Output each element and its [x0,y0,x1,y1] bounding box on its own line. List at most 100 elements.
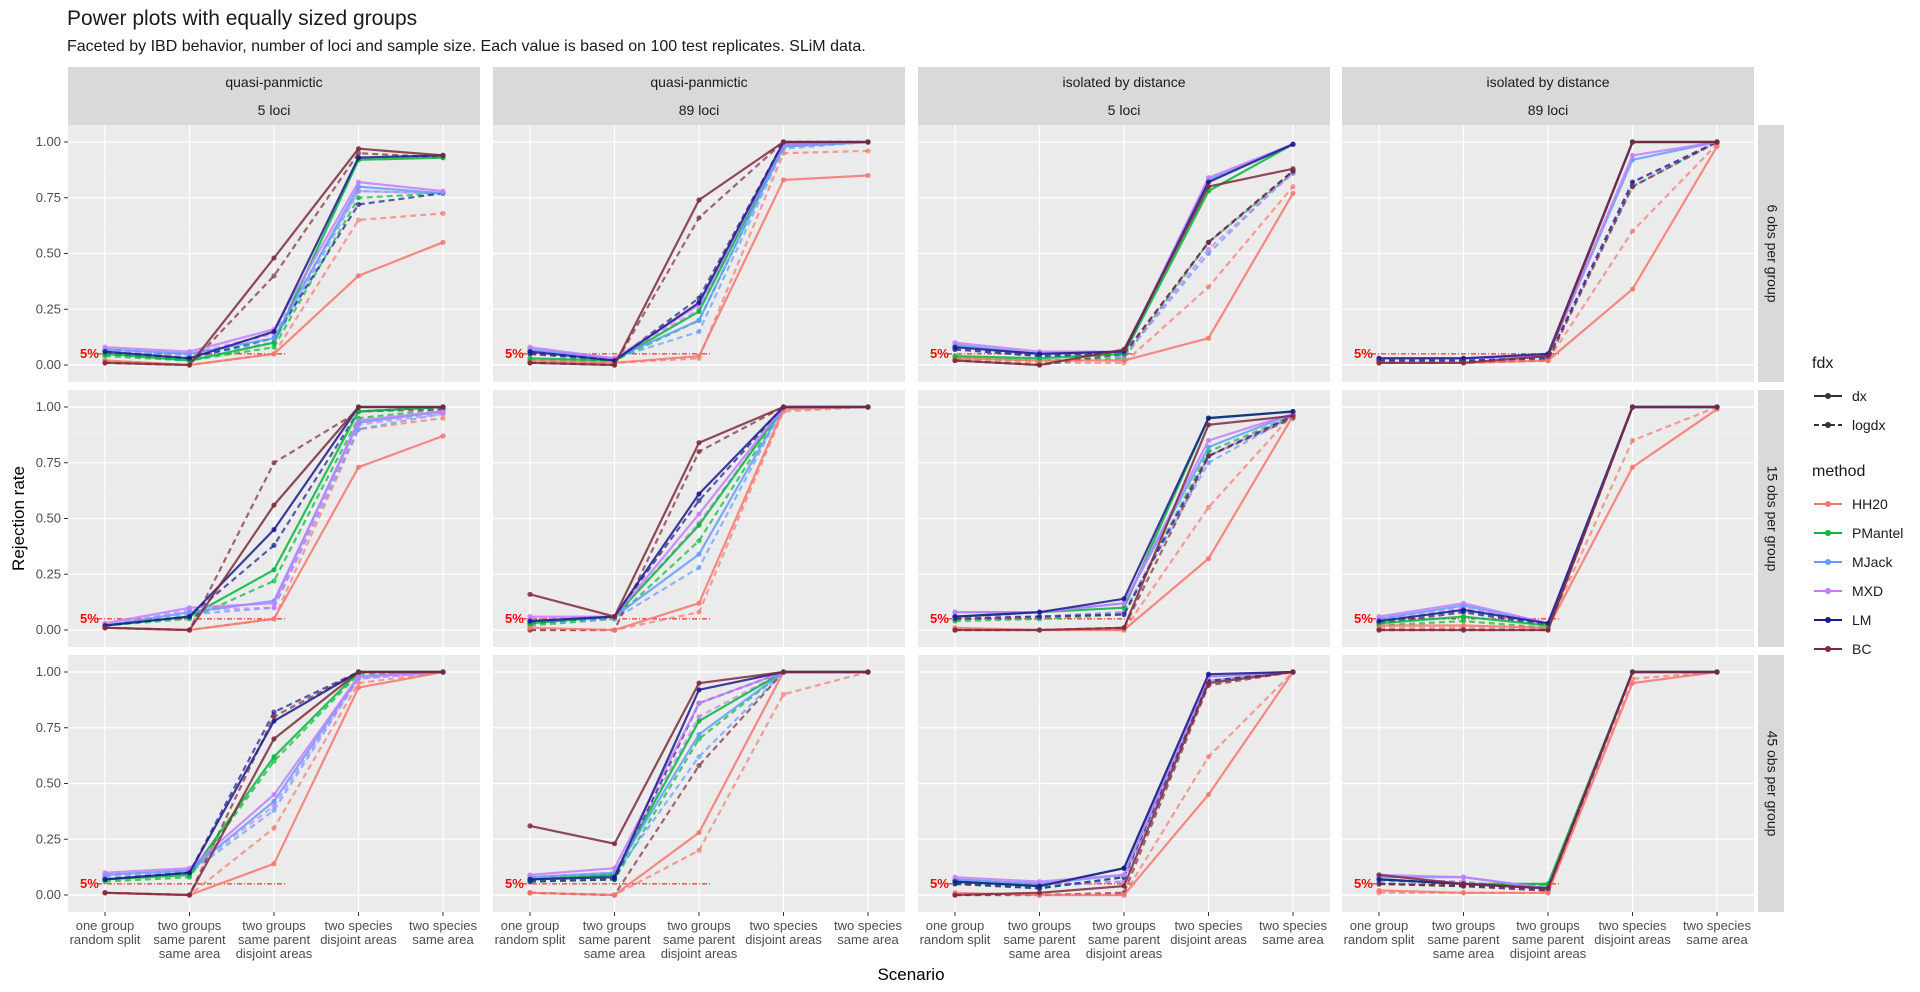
x-tick-label: two groups [242,918,306,933]
reference-line-label: 5% [930,346,949,361]
data-point-lm-dx [1205,415,1212,421]
series-line-lm-logdx [954,670,1294,890]
data-point-bc-dx [1460,627,1467,633]
x-tick-label: same parent [1088,932,1161,947]
data-point-lm-logdx [271,542,277,548]
data-point-lm-dx [1290,141,1296,147]
data-point-bc-dx [1036,362,1043,368]
data-point-mxd-dx [527,872,533,878]
data-point-bc-dx [1290,669,1296,675]
data-point-mjack-dx [696,317,702,323]
data-point-mxd-dx [102,344,108,350]
data-point-bc-logdx [696,215,702,221]
facet-strip-col-label: 5 loci [1108,102,1141,118]
series-line-bc-logdx [955,417,1294,632]
data-point-lm-logdx [696,498,702,504]
x-tick-label: same parent [153,932,226,947]
y-tick-label: 0.75 [36,720,61,735]
data-point-mjack-logdx [696,754,702,760]
reference-line-label: 5% [80,876,99,891]
data-point-bc-dx [440,404,446,410]
data-point-lm-dx [271,718,277,724]
data-point-bc-logdx [1629,184,1636,190]
x-tick-label: one group [1350,918,1409,933]
x-tick-label: disjoint areas [661,946,738,961]
data-point-bc-dx [1545,353,1551,359]
data-point-bc-dx [865,139,871,145]
x-tick-label: two species [325,918,393,933]
data-point-hh20-dx [611,892,618,898]
data-point-hh20-dx [696,353,702,359]
legend-key-lm [1814,616,1842,623]
data-point-hh20-dx [1205,335,1212,341]
data-point-mxd-dx [355,417,362,423]
reference-line-label: 5% [930,876,949,891]
data-point-lm-dx [696,491,702,497]
data-point-bc-dx [1376,627,1382,633]
x-tick-label: same area [159,946,221,961]
data-point-hh20-dx [611,627,618,633]
data-point-pmantel-logdx [271,344,277,350]
data-point-bc-dx [1629,404,1636,410]
data-point-mxd-dx [1121,600,1127,606]
data-point-bc-dx [1036,890,1043,896]
data-point-bc-dx [1290,166,1296,172]
data-point-bc-dx [355,669,362,675]
data-point-lm-dx [1036,609,1043,615]
x-tick-label: two groups [583,918,647,933]
data-point-mxd-dx [1121,872,1127,878]
reference-line-label: 5% [505,611,524,626]
data-point-hh20-dx [271,351,277,357]
x-tick-label: one group [926,918,985,933]
data-point-pmantel-dx [271,567,277,573]
reference-line-label: 5% [1354,611,1373,626]
legend-item-logdx: logdx [1812,410,1903,439]
legend-item-bc: BC [1812,634,1903,663]
series-line-bc-logdx [1379,141,1718,364]
data-point-bc-dx [780,404,787,410]
chart-subtitle: Faceted by IBD behavior, number of loci … [67,38,866,55]
y-tick-label: 0.50 [36,511,61,526]
data-point-lm-dx [271,527,277,533]
x-tick-label: random split [495,932,566,947]
data-point-mxd-dx [696,700,702,706]
data-point-lm-dx [1460,607,1467,613]
data-point-bc-dx [696,680,702,686]
legend-label-bc: BC [1852,640,1872,657]
data-point-pmantel-dx [271,754,277,760]
facet-strip-col-label: 89 loci [1528,102,1568,118]
data-point-pmantel-dx [271,340,277,346]
data-point-hh20-dx [355,464,362,470]
data-point-lm-dx [1121,596,1127,602]
legend-item-mjack: MJack [1812,547,1903,576]
data-point-hh20-logdx [865,148,871,154]
y-tick-label: 0.00 [36,622,61,637]
legend-item-mxd: MXD [1812,576,1903,605]
data-point-lm-dx [102,349,108,355]
data-point-mjack-dx [1205,444,1212,450]
data-point-bc-dx [1121,883,1127,889]
data-point-mxd-logdx [271,803,277,809]
data-point-mjack-logdx [355,426,362,432]
y-tick-label: 0.00 [36,887,61,902]
data-point-bc-dx [271,736,277,742]
data-point-mjack-logdx [696,328,702,335]
reference-line-label: 5% [505,876,524,891]
data-point-bc-dx [1036,627,1043,633]
y-tick-label: 0.75 [36,190,61,205]
data-point-bc-dx [1376,360,1382,366]
data-point-lm-logdx [1629,179,1636,185]
data-point-hh20-dx [1205,556,1212,562]
legend-item-pmantel: PMantel [1812,518,1903,547]
data-point-hh20-logdx [1290,184,1296,190]
data-point-bc-dx [271,502,277,508]
data-point-mxd-dx [952,340,958,346]
data-point-lm-dx [696,299,702,306]
data-point-pmantel-dx [1460,614,1467,620]
series-line-hh20-logdx [1379,405,1718,629]
data-point-bc-dx [527,360,533,366]
data-point-mxd-dx [355,673,362,680]
data-point-hh20-logdx [780,691,787,697]
data-point-mxd-logdx [271,605,277,611]
